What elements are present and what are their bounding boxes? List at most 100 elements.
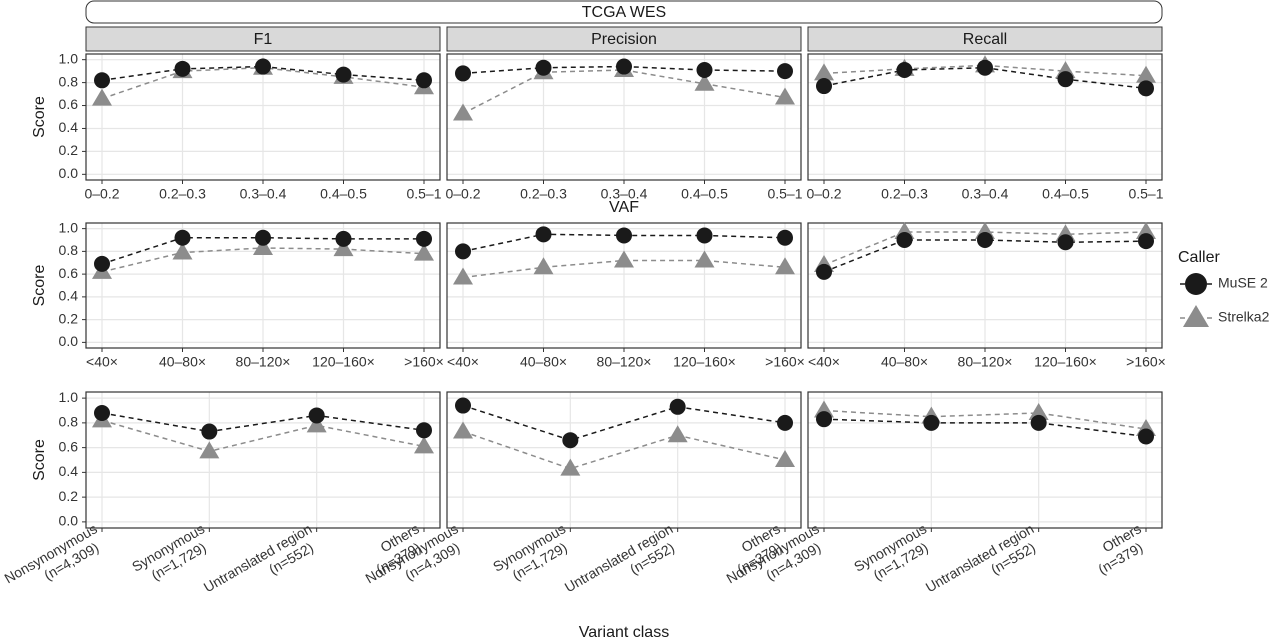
point: [977, 59, 993, 76]
x-tick-label: 40–80×: [881, 354, 928, 370]
panel-border: [807, 391, 1163, 529]
point: [616, 227, 632, 244]
x-tick-label: 0.2–0.3: [159, 186, 206, 202]
facet-label: Precision: [591, 31, 657, 48]
point: [777, 229, 793, 246]
facet-label: F1: [254, 31, 273, 48]
x-tick-label: 0–0.2: [445, 186, 480, 202]
y-axis-title: Score: [31, 96, 48, 138]
facet-strip: [85, 26, 441, 52]
x-tick-label: 80–120×: [236, 354, 291, 370]
point: [201, 423, 218, 440]
legend-marker: [1185, 273, 1207, 295]
x-tick-label-group: Synonymous(n=1,729): [490, 520, 570, 583]
x-tick-label-group: Untranslated region(n=552): [923, 520, 1038, 595]
y-tick-label: 0.2: [59, 310, 79, 326]
point: [777, 414, 793, 431]
y-tick-label: 0.0: [59, 333, 79, 349]
point: [416, 422, 432, 439]
y-tick-label: 0.4: [59, 119, 79, 135]
panel: [86, 392, 440, 528]
point: [455, 65, 471, 82]
y-tick-label: 0.2: [59, 142, 79, 158]
point: [1138, 80, 1154, 97]
point: [255, 58, 271, 75]
point: [814, 63, 834, 81]
x-tick-label: 40–80×: [159, 354, 206, 370]
point: [775, 257, 795, 275]
point: [453, 421, 473, 439]
panel: [808, 392, 1162, 528]
point: [777, 63, 793, 80]
facet-label: Recall: [963, 31, 1007, 48]
chart-title: TCGA WES: [582, 4, 666, 21]
legend-label: Strelka2: [1218, 309, 1270, 325]
x-tick-label: 0.5–1: [767, 186, 802, 202]
x-tick-label: 0.4–0.5: [1042, 186, 1089, 202]
series-line: [462, 259, 786, 279]
point: [1136, 65, 1156, 83]
point: [416, 72, 432, 89]
point: [1057, 71, 1074, 88]
x-tick-label: 0.3–0.4: [601, 186, 648, 202]
point: [535, 59, 552, 76]
point: [896, 232, 913, 248]
x-tick-label-group: Untranslated region(n=552): [201, 520, 316, 595]
point: [775, 87, 795, 105]
point: [1138, 428, 1154, 445]
x-tick-label: 0.5–1: [1128, 186, 1163, 202]
x-tick-label: >160×: [765, 354, 805, 370]
point: [94, 404, 110, 421]
x-tick-label-group: Others(n=379): [1095, 520, 1145, 577]
point: [614, 250, 634, 268]
legend-title: Caller: [1178, 249, 1220, 266]
panel-border: [85, 391, 441, 529]
y-tick-label: 0.8: [59, 73, 79, 89]
point: [414, 243, 434, 261]
x-tick-label: <40×: [86, 354, 118, 370]
y-tick-label: 0.6: [59, 438, 79, 454]
panel-border: [446, 222, 802, 349]
series-line: [101, 412, 425, 433]
point: [335, 230, 352, 247]
x-tick-label: 0.3–0.4: [962, 186, 1009, 202]
x-tick-label: 0.2–0.3: [520, 186, 567, 202]
x-tick-label: <40×: [808, 354, 840, 370]
point: [562, 432, 579, 449]
y-tick-label: 0.0: [59, 165, 79, 181]
point: [560, 458, 581, 476]
point: [694, 250, 715, 268]
point: [174, 229, 191, 246]
point: [1028, 402, 1049, 420]
point: [667, 425, 688, 443]
x-tick-label: 120–160×: [1034, 354, 1097, 370]
series-line: [101, 65, 425, 82]
point: [172, 242, 193, 260]
point: [94, 72, 110, 89]
y-tick-label: 0.4: [59, 463, 79, 479]
point: [696, 227, 713, 244]
y-tick-label: 0.6: [59, 96, 79, 112]
facet-strip: [807, 26, 1163, 52]
panel-border: [85, 53, 441, 181]
y-tick-label: 0.8: [59, 414, 79, 430]
series-line: [101, 419, 425, 453]
y-tick-label: 0.8: [59, 242, 79, 258]
y-tick-label: 1.0: [59, 50, 79, 66]
point: [416, 230, 432, 247]
point: [816, 78, 832, 95]
x-tick-label: 80–120×: [597, 354, 652, 370]
x-tick-label: 80–120×: [958, 354, 1013, 370]
legend-marker: [1183, 305, 1209, 327]
point: [414, 436, 434, 454]
x-tick-label-group: Untranslated region(n=552): [562, 520, 677, 595]
y-axis-title: Score: [31, 265, 48, 307]
point: [1057, 234, 1074, 251]
x-tick-label-group: Synonymous(n=1,729): [129, 520, 209, 583]
series-line: [823, 239, 1147, 273]
point: [535, 226, 552, 243]
y-tick-label: 0.0: [59, 513, 79, 529]
x-tick-label: <40×: [447, 354, 479, 370]
y-axis-title: Score: [31, 439, 48, 481]
